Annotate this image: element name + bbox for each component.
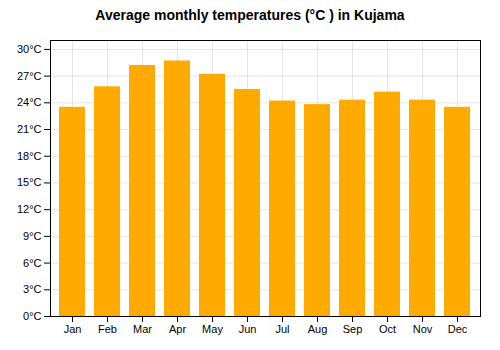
svg-text:Oct: Oct	[379, 323, 396, 335]
svg-text:15°C: 15°C	[17, 176, 42, 188]
svg-text:9°C: 9°C	[23, 230, 42, 242]
svg-text:6°C: 6°C	[23, 257, 42, 269]
svg-text:Aug: Aug	[308, 323, 328, 335]
svg-text:Feb: Feb	[98, 323, 117, 335]
svg-text:Sep: Sep	[343, 323, 363, 335]
svg-text:Jul: Jul	[275, 323, 289, 335]
svg-text:18°C: 18°C	[17, 150, 42, 162]
svg-text:27°C: 27°C	[17, 70, 42, 82]
svg-text:12°C: 12°C	[17, 203, 42, 215]
svg-text:Mar: Mar	[133, 323, 152, 335]
html-text:Average monthly temperatures (: Average monthly temperatures (°C ) in Ku…	[95, 7, 405, 23]
svg-text:Dec: Dec	[448, 323, 468, 335]
svg-text:Nov: Nov	[413, 323, 433, 335]
svg-text:30°C: 30°C	[17, 43, 42, 55]
svg-text:Jan: Jan	[64, 323, 82, 335]
svg-text:Jun: Jun	[239, 323, 257, 335]
svg-text:Apr: Apr	[169, 323, 186, 335]
svg-text:3°C: 3°C	[23, 283, 42, 295]
svg-text:May: May	[202, 323, 223, 335]
svg-text:0°C: 0°C	[23, 310, 42, 322]
svg-text:21°C: 21°C	[17, 123, 42, 135]
svg-text:24°C: 24°C	[17, 96, 42, 108]
